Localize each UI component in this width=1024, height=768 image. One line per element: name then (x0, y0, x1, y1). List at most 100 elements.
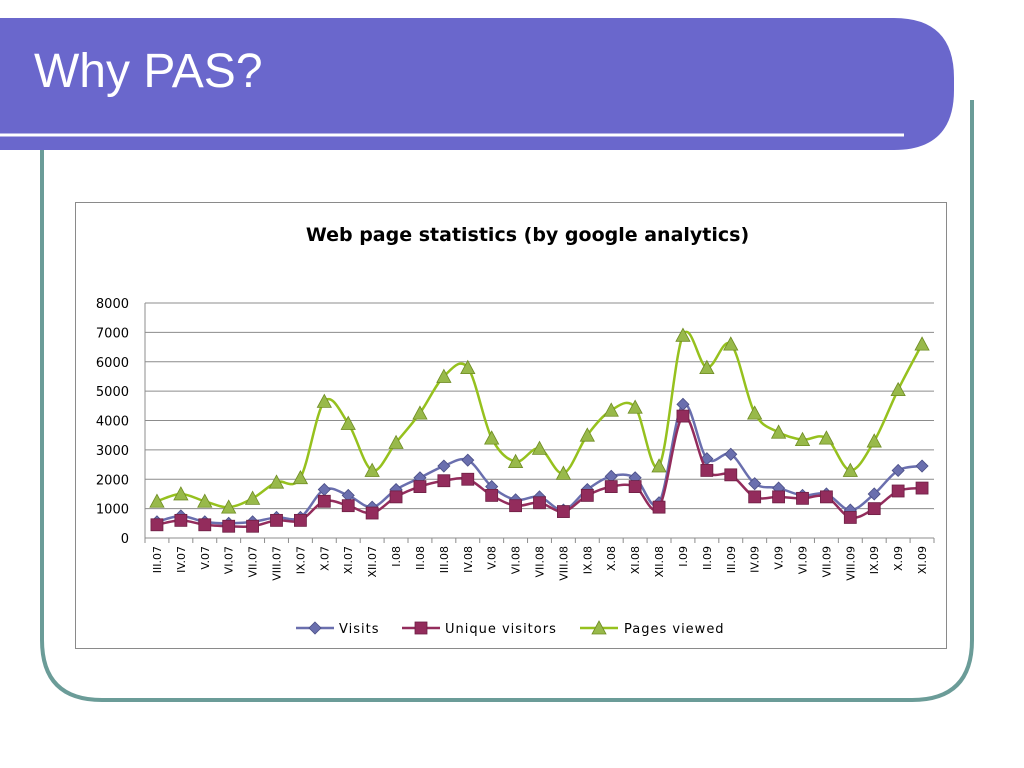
x-tick-label: VII.08 (534, 546, 547, 578)
x-tick-label: VI.08 (510, 546, 523, 574)
data-point (150, 518, 164, 532)
data-point (292, 469, 309, 485)
data-point (724, 447, 738, 461)
data-point (843, 511, 857, 524)
data-point (579, 427, 595, 442)
data-point (270, 513, 283, 527)
slide-title: Why PAS? (34, 45, 263, 98)
y-tick-label: 4000 (96, 415, 129, 430)
y-tick-label: 6000 (96, 356, 129, 371)
x-tick-label: III.07 (151, 546, 164, 573)
data-point (555, 465, 572, 480)
data-point (915, 459, 929, 473)
data-point (531, 440, 548, 455)
data-point (891, 484, 905, 498)
data-point (316, 393, 332, 408)
data-point (389, 490, 403, 504)
x-tick-label: XI.09 (916, 546, 929, 574)
data-point (461, 453, 475, 467)
x-tick-label: XII.08 (653, 546, 666, 578)
x-tick-label: VIII.09 (844, 546, 857, 581)
data-point (340, 415, 356, 430)
data-point (388, 434, 404, 449)
data-point (796, 491, 809, 505)
x-tick-label: VII.07 (247, 546, 260, 578)
data-point (484, 430, 500, 445)
data-point (413, 480, 427, 493)
data-point (174, 513, 188, 527)
data-point (580, 489, 594, 502)
data-point (676, 397, 690, 411)
y-tick-label: 8000 (96, 297, 129, 312)
data-point (436, 368, 452, 383)
y-tick-label: 2000 (96, 473, 129, 488)
legend-marker (308, 621, 322, 635)
data-point (221, 499, 237, 514)
data-point (914, 336, 930, 351)
data-point (173, 486, 189, 501)
x-tick-label: XI.07 (342, 546, 355, 574)
x-tick-label: X.07 (318, 546, 331, 571)
series-line (156, 330, 924, 509)
data-point (365, 506, 379, 520)
data-point (485, 489, 499, 502)
x-tick-label: IV.09 (749, 546, 762, 573)
data-point (509, 499, 522, 513)
data-point (628, 480, 642, 493)
x-tick-label: IV.07 (175, 546, 188, 573)
data-point (818, 430, 835, 445)
line-chart: Web page statistics (by google analytics… (96, 224, 935, 637)
legend-marker (591, 620, 607, 635)
x-tick-label: X.09 (892, 546, 905, 571)
data-point (652, 500, 666, 514)
title-banner (0, 18, 954, 150)
data-point (627, 399, 643, 414)
data-point (149, 493, 165, 508)
y-tick-label: 3000 (96, 444, 129, 459)
data-point (460, 359, 476, 375)
data-point (675, 327, 691, 342)
data-point (198, 518, 212, 532)
data-point (341, 499, 355, 513)
data-point (268, 474, 285, 489)
data-point (437, 459, 451, 473)
data-point (651, 458, 667, 473)
series-line (156, 414, 923, 528)
legend-marker (414, 621, 428, 635)
data-point (294, 513, 307, 527)
data-point (747, 405, 763, 420)
data-point (772, 490, 785, 504)
legend-label: Unique visitors (445, 622, 557, 637)
x-tick-label: I.08 (390, 546, 403, 567)
chart-container: Web page statistics (by google analytics… (75, 202, 947, 649)
x-tick-label: XII.07 (366, 546, 379, 578)
x-tick-label: VI.09 (797, 546, 810, 574)
x-tick-label: X.08 (605, 546, 618, 571)
data-point (700, 464, 714, 477)
data-point (915, 481, 929, 495)
x-tick-label: I.09 (677, 546, 690, 567)
data-point (604, 480, 618, 493)
x-tick-label: IV.08 (462, 546, 475, 573)
data-point (867, 502, 881, 516)
x-tick-label: V.08 (486, 546, 499, 570)
data-point (794, 431, 811, 446)
data-point (723, 336, 739, 351)
x-tick-label: VIII.08 (557, 546, 570, 581)
data-point (867, 487, 881, 501)
data-point (461, 472, 475, 486)
data-point (724, 468, 738, 482)
data-point (246, 519, 259, 533)
x-tick-label: V.07 (199, 546, 212, 570)
data-point (820, 490, 833, 504)
data-point (437, 474, 451, 488)
data-point (197, 493, 213, 508)
data-point (891, 463, 905, 478)
x-tick-label: IX.08 (581, 546, 594, 574)
data-point (222, 519, 236, 533)
data-point (748, 477, 762, 491)
data-point (244, 490, 261, 505)
data-point (770, 424, 787, 439)
x-tick-label: VI.07 (223, 546, 236, 574)
